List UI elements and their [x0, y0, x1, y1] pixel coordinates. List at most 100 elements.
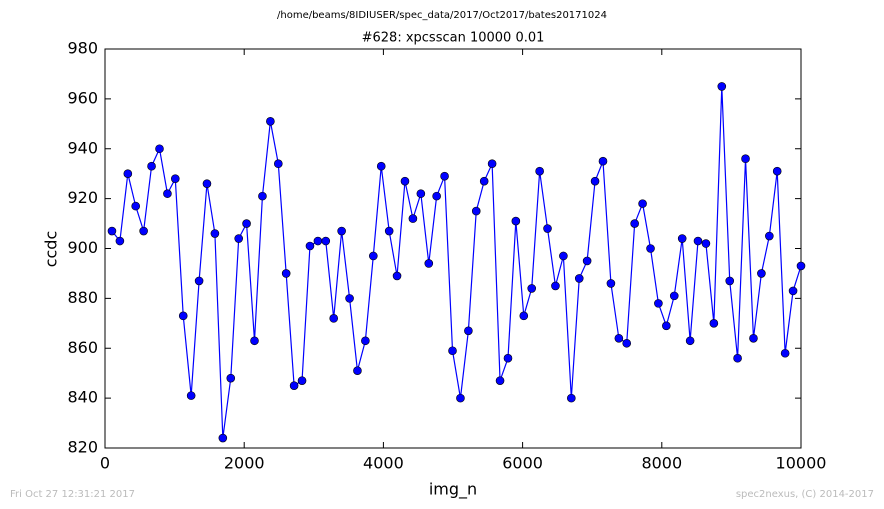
data-point — [527, 284, 537, 293]
data-point — [765, 231, 774, 241]
data-point — [147, 161, 156, 171]
data-point — [677, 234, 687, 243]
data-point — [693, 236, 703, 246]
y-axis-label: ccdc — [42, 231, 61, 268]
x-tick-label: 4000 — [363, 454, 404, 473]
data-point — [495, 376, 505, 385]
data-point — [210, 229, 220, 238]
data-point — [479, 176, 489, 186]
data-point — [305, 241, 315, 251]
x-tick-label: 10000 — [776, 454, 827, 473]
data-point — [424, 259, 434, 268]
data-point — [250, 336, 259, 346]
data-point — [543, 224, 552, 233]
data-point — [741, 154, 750, 164]
data-point — [519, 311, 529, 321]
data-line — [111, 86, 802, 439]
data-point — [749, 333, 758, 343]
data-point — [218, 433, 228, 443]
plot-frame — [104, 48, 802, 449]
chart-title: #628: xpcsscan 10000 0.01 — [362, 31, 545, 46]
data-point — [772, 166, 782, 176]
data-point — [733, 353, 742, 363]
data-point — [281, 269, 291, 278]
data-point — [685, 336, 695, 346]
y-tick-label: 880 — [67, 288, 98, 307]
data-point — [416, 189, 426, 198]
data-point — [107, 226, 117, 236]
suptitle: /home/beams/8IDIUSER/spec_data/2017/Oct2… — [277, 10, 607, 21]
data-point — [440, 171, 449, 181]
y-tick-label: 840 — [67, 388, 98, 407]
data-point — [321, 236, 331, 246]
data-point — [511, 216, 521, 226]
data-point — [384, 226, 394, 236]
y-tick-label: 860 — [67, 338, 98, 357]
data-point — [234, 234, 244, 243]
data-point — [226, 373, 236, 383]
data-point — [709, 319, 719, 328]
data-point — [155, 144, 164, 154]
data-point — [614, 333, 624, 343]
data-point — [392, 271, 402, 281]
data-point — [186, 391, 196, 400]
data-point — [567, 393, 576, 403]
data-point — [194, 276, 204, 286]
data-point — [242, 219, 251, 228]
data-point — [622, 338, 632, 348]
data-point — [796, 261, 806, 271]
data-point — [662, 321, 671, 331]
data-point — [376, 161, 386, 171]
data-point — [115, 236, 125, 246]
data-point — [289, 381, 299, 390]
x-axis-label: img_n — [429, 480, 477, 500]
data-point — [582, 256, 592, 266]
data-point — [163, 189, 172, 198]
data-point — [701, 239, 711, 248]
data-point — [258, 191, 267, 201]
data-point — [725, 276, 735, 286]
data-point — [630, 219, 639, 228]
data-point — [598, 156, 608, 166]
data-point — [606, 279, 616, 288]
data-point — [202, 179, 212, 188]
data-point — [266, 117, 275, 126]
y-tick-label: 940 — [67, 138, 98, 157]
data-point — [456, 393, 465, 403]
data-point — [590, 176, 600, 186]
data-point — [170, 174, 180, 183]
y-tick-label: 820 — [67, 438, 98, 457]
data-point — [432, 191, 441, 201]
data-point — [780, 348, 790, 358]
data-point — [369, 251, 378, 261]
x-tick-label: 0 — [100, 454, 110, 473]
data-point — [646, 244, 655, 253]
data-point — [274, 159, 283, 169]
data-point — [400, 176, 410, 186]
data-point — [717, 82, 727, 91]
x-tick-label: 8000 — [641, 454, 682, 473]
data-point — [313, 236, 323, 246]
data-point — [337, 226, 346, 236]
y-tick-label: 960 — [67, 88, 98, 107]
data-point — [361, 336, 370, 346]
data-point — [535, 166, 544, 176]
y-tick-label: 980 — [67, 39, 98, 58]
data-point — [178, 311, 188, 321]
data-point — [464, 326, 473, 336]
data-point — [669, 291, 679, 301]
data-point — [471, 206, 481, 216]
x-tick-label: 6000 — [502, 454, 543, 473]
data-point — [503, 353, 513, 363]
data-point — [788, 286, 798, 296]
data-point — [131, 201, 140, 211]
data-point — [574, 274, 584, 283]
data-point — [139, 226, 148, 236]
data-point — [123, 169, 133, 178]
y-tick-label: 920 — [67, 188, 98, 207]
data-point — [329, 314, 339, 323]
data-point — [559, 251, 568, 261]
data-point — [408, 214, 418, 223]
data-point — [448, 346, 457, 356]
